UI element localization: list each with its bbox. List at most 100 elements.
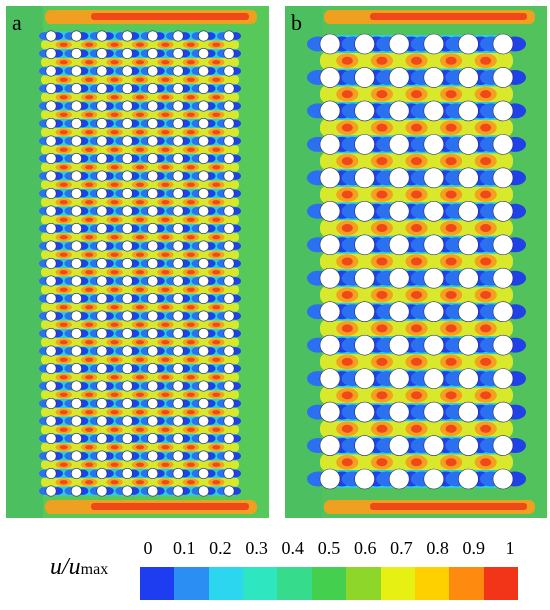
flow-hotspot-core (85, 427, 94, 432)
cylinder (198, 292, 210, 304)
cylinder (223, 47, 235, 59)
colorbar-segment (483, 567, 518, 600)
cylinder (458, 401, 479, 423)
flow-hotspot-core (445, 224, 457, 233)
colorbar-segment (380, 567, 415, 600)
cylinder (319, 468, 341, 490)
flow-hotspot-core (135, 60, 145, 65)
cylinder (96, 118, 108, 130)
cylinder (70, 380, 82, 392)
cylinder (172, 362, 184, 374)
cylinder (70, 30, 82, 42)
flow-hotspot-core (135, 322, 145, 327)
flow-hotspot-core (59, 42, 68, 47)
cylinder (492, 267, 514, 289)
cylinder (198, 47, 210, 59)
cylinder (121, 397, 133, 409)
cylinder (70, 135, 82, 147)
flow-hotspot-core (410, 324, 423, 333)
flow-hotspot-core (110, 60, 119, 65)
cylinder (96, 240, 108, 252)
flow-hotspot-core (135, 130, 145, 135)
flow-hotspot-core (59, 340, 68, 345)
cylinder (388, 435, 410, 456)
flow-hotspot-core (212, 252, 221, 257)
cylinder (147, 327, 159, 339)
wake-band (41, 101, 239, 111)
flow-hotspot-core (135, 305, 145, 310)
cylinder (70, 310, 82, 322)
flow-hotspot-core (85, 305, 94, 310)
flow-hotspot-core (376, 157, 388, 166)
cylinder (319, 100, 341, 122)
flow-hotspot-core (110, 217, 119, 222)
cylinder (198, 345, 210, 357)
cylinder (319, 67, 341, 88)
flow-hotspot-core (161, 182, 170, 187)
cylinder (319, 267, 341, 289)
flow-hotspot-core (110, 77, 119, 82)
cylinder (172, 223, 184, 235)
cylinder (96, 100, 108, 112)
flow-hotspot-core (480, 290, 492, 299)
cylinder (45, 380, 57, 392)
cylinder (45, 485, 57, 497)
flow-hotspot-core (135, 147, 145, 152)
flow-hotspot-core (341, 290, 353, 299)
flow-hotspot-core (85, 445, 94, 450)
cylinder (423, 167, 445, 189)
flow-hotspot-core (110, 480, 119, 485)
flow-hotspot-core (135, 200, 145, 205)
cylinder (198, 397, 210, 409)
flow-hotspot-core (110, 270, 119, 275)
cylinder (147, 170, 159, 182)
cylinder (96, 432, 108, 444)
flow-hotspot-core (410, 458, 423, 467)
wake-band (41, 171, 239, 181)
cylinder (458, 435, 479, 456)
flow-hotspot-core (85, 165, 94, 170)
flow-hotspot-core (376, 56, 388, 65)
flow-hotspot-core (85, 480, 94, 485)
cylinder (198, 223, 210, 235)
cylinder (70, 188, 82, 200)
flow-hotspot-core (376, 257, 388, 266)
flow-hotspot-core (480, 458, 492, 467)
cylinder (96, 205, 108, 217)
cylinder (492, 468, 514, 490)
cylinder (423, 267, 445, 289)
flow-hotspot-core (59, 357, 68, 362)
flow-hotspot-core (212, 60, 221, 65)
flow-hotspot-core (110, 305, 119, 310)
flow-hotspot-core (410, 391, 423, 400)
cylinder (354, 100, 375, 122)
flow-hotspot-core (135, 375, 145, 380)
flow-hotspot-core (212, 270, 221, 275)
contour-panel-a: a (6, 6, 269, 518)
panel-label-b: b (291, 10, 302, 35)
flow-hotspot-core (59, 182, 68, 187)
colorbar-title-var2: u (68, 554, 81, 580)
cylinder (147, 345, 159, 357)
flow-hotspot-core (186, 322, 195, 327)
cylinder (147, 240, 159, 252)
cylinder (354, 267, 375, 289)
wake-band (41, 363, 239, 374)
flow-hotspot-core (161, 392, 170, 397)
flow-hotspot-core (85, 235, 94, 240)
cylinder (96, 258, 108, 270)
flow-hotspot-core (135, 165, 145, 170)
flow-hotspot-core (59, 77, 68, 82)
flow-hotspot-core (341, 90, 353, 99)
cylinder (121, 170, 133, 182)
cylinder (147, 432, 159, 444)
flow-hotspot-core (161, 235, 170, 240)
colorbar-segment (208, 567, 244, 600)
flow-hotspot-core (59, 410, 68, 415)
flow-hotspot-core (376, 190, 388, 199)
cylinder (70, 65, 82, 77)
wake-band (41, 293, 239, 304)
cylinder (147, 450, 159, 462)
cylinder (147, 118, 159, 130)
cylinder (45, 240, 57, 252)
